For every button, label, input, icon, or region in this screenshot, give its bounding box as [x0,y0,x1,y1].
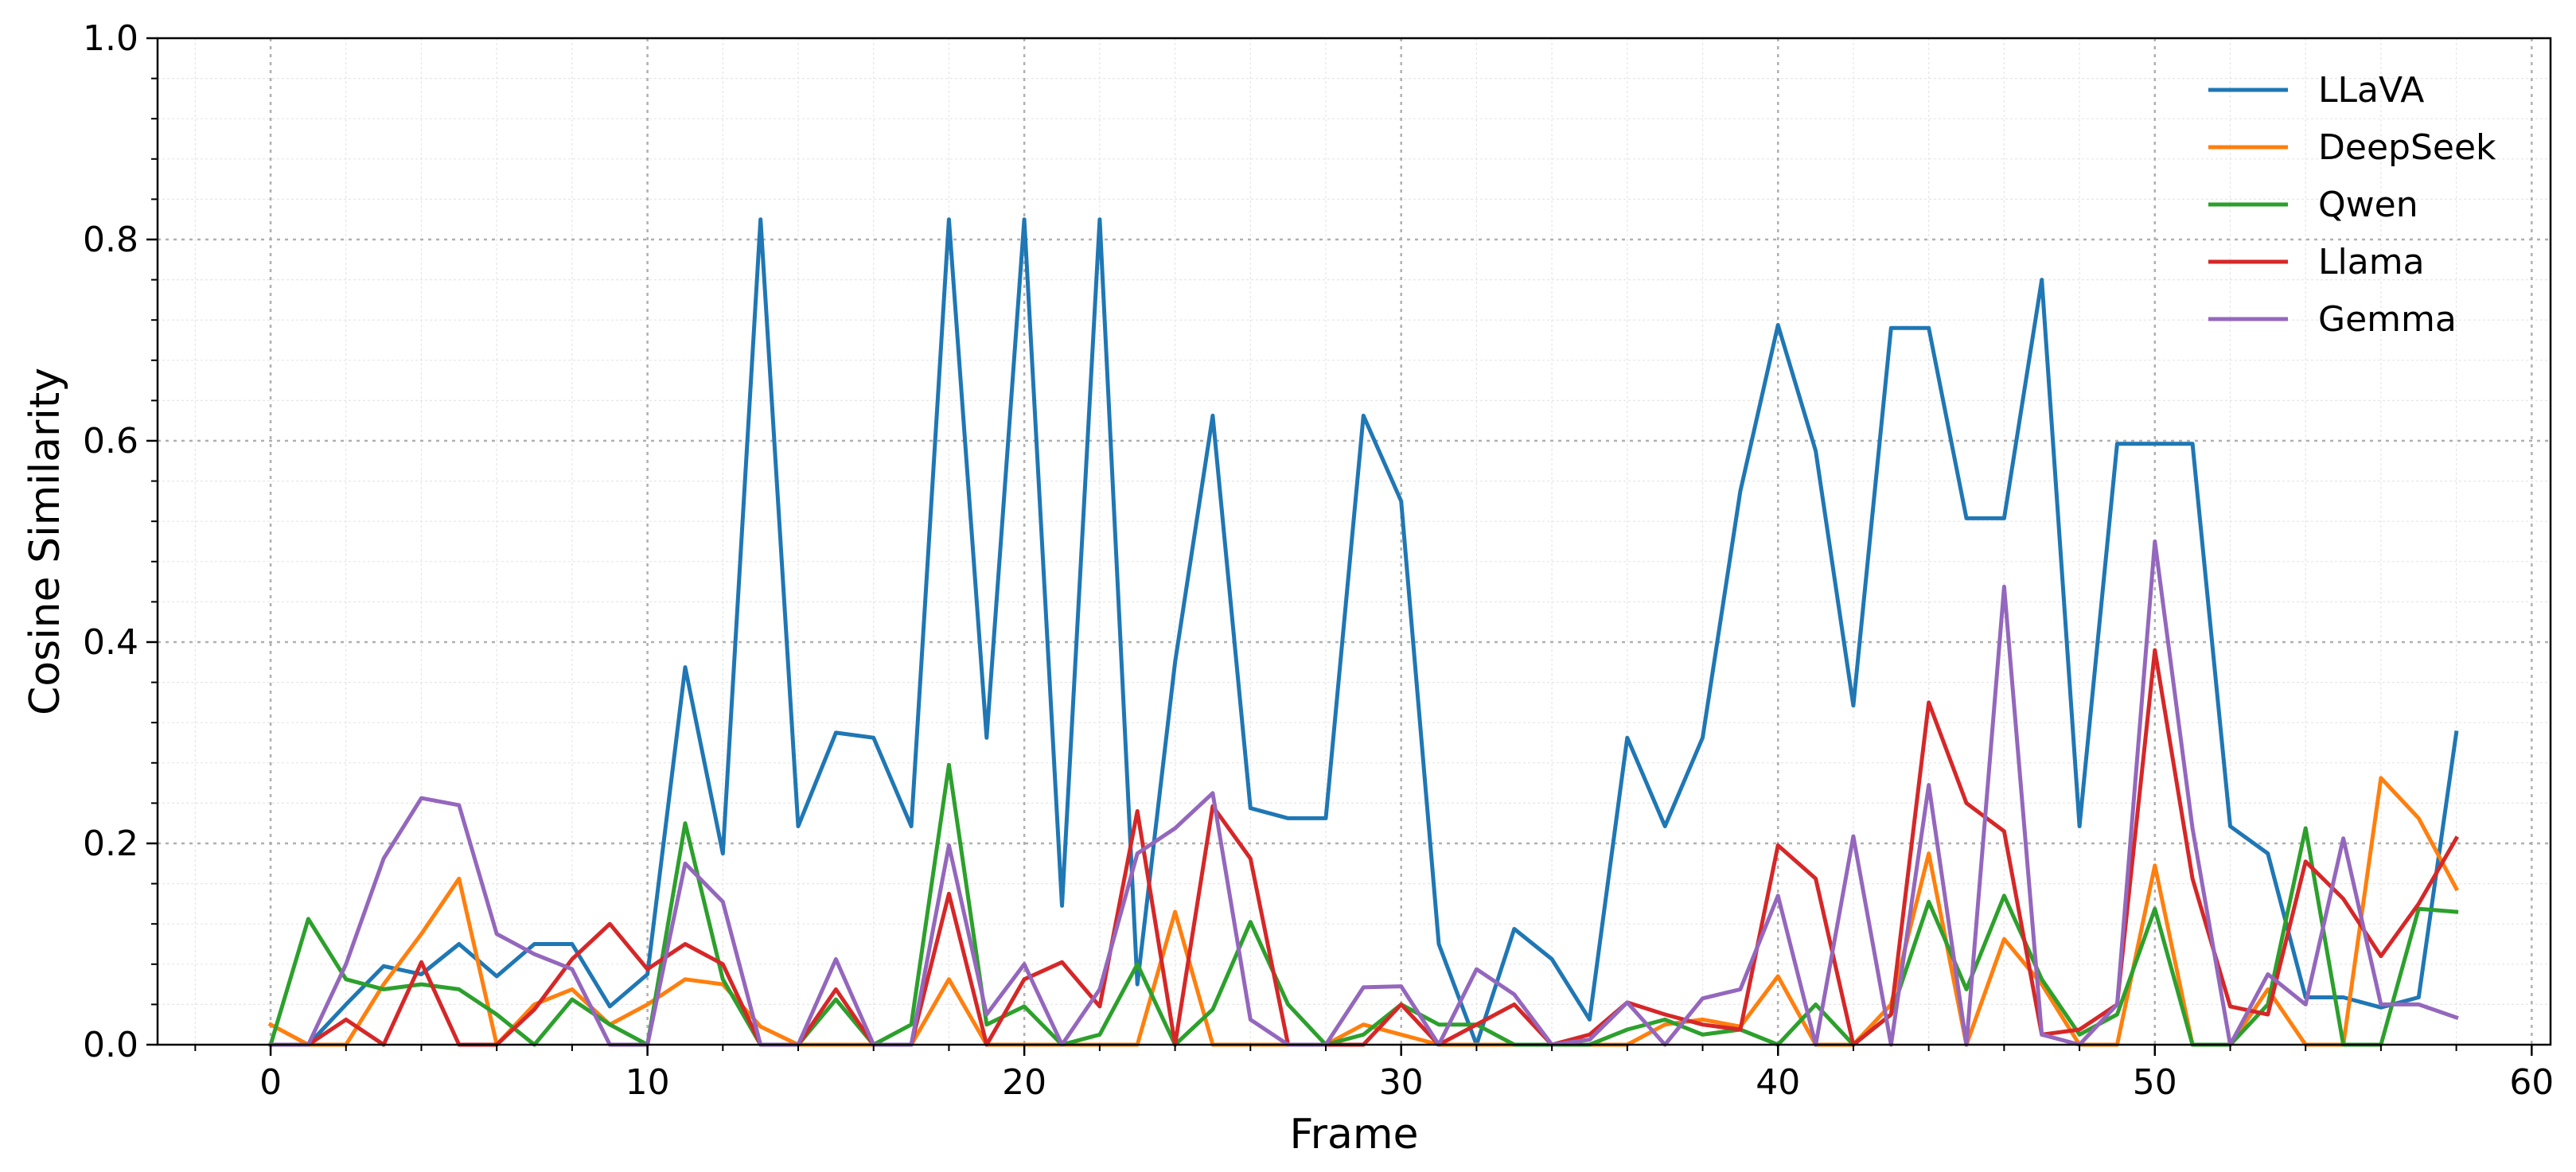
x-tick-label: 30 [1379,1062,1424,1103]
legend-item-deepseek: DeepSeek [2208,127,2496,168]
legend-item-llava: LLaVA [2208,70,2424,111]
legend-label: Llama [2318,242,2425,282]
plot-frame [156,37,2552,1046]
x-axis-label: Frame [1289,1111,1418,1158]
x-tick-label: 40 [1756,1062,1800,1103]
axis-tick-labels: 0 10 20 30 40 50 60 0.0 0.2 0.4 0.6 0.8 1.0 [83,18,2554,1103]
y-tick-label: 0.2 [83,824,138,864]
series-line-qwen [267,762,2459,1048]
y-tick-label: 0.4 [83,622,138,663]
x-tick-label: 20 [1002,1062,1046,1103]
axis-ticks [146,37,2533,1056]
legend-label: Qwen [2318,185,2418,225]
legend-item-llama: Llama [2208,242,2425,282]
series-layer [267,217,2460,1048]
y-tick-label: 0.8 [83,220,138,260]
legend-item-gemma: Gemma [2208,299,2457,340]
y-tick-label: 0.0 [83,1025,138,1065]
legend-item-qwen: Qwen [2208,185,2418,225]
y-axis-label: Cosine Similarity [21,368,69,715]
x-tick-label: 50 [2133,1062,2177,1103]
x-tick-label: 10 [625,1062,670,1103]
legend-label: LLaVA [2318,70,2424,111]
x-tick-label: 60 [2509,1062,2554,1103]
y-tick-label: 1.0 [83,18,138,59]
x-tick-label: 0 [259,1062,282,1103]
legend-label: Gemma [2318,299,2457,340]
minor-grid [158,38,2551,1045]
y-tick-label: 0.6 [83,421,138,461]
major-grid [158,38,2551,1045]
legend: LLaVA DeepSeek Qwen Llama Gemma [2208,70,2496,340]
legend-label: DeepSeek [2318,127,2496,168]
series-line-llava [268,217,2459,1047]
